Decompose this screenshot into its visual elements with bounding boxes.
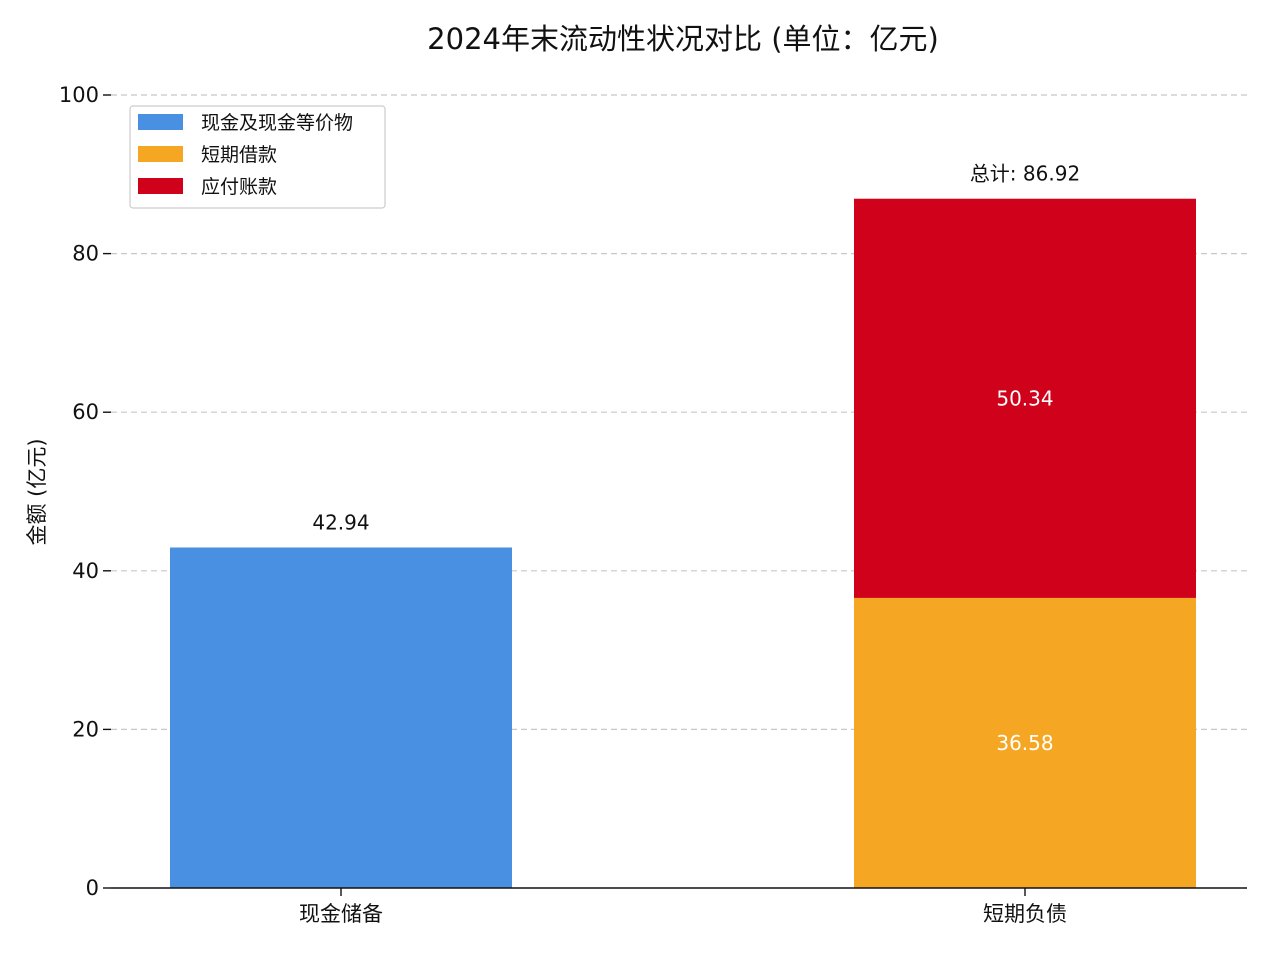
bar-segment bbox=[854, 597, 1196, 888]
y-tick-label: 80 bbox=[72, 242, 99, 266]
y-tick-label: 40 bbox=[72, 559, 99, 583]
legend-frame bbox=[129, 105, 386, 209]
y-tick-label: 0 bbox=[86, 876, 99, 900]
chart-title: 2024年末流动性状况对比 (单位：亿元) bbox=[427, 22, 939, 56]
y-tick-label: 100 bbox=[59, 83, 99, 107]
bar-total-label: 总计: 86.92 bbox=[970, 162, 1080, 186]
x-tick-label: 短期负债 bbox=[983, 902, 1067, 926]
bar-segment bbox=[854, 198, 1196, 598]
labels-layer: 36.58 50.34 42.94 总计: 86.92 bbox=[312, 162, 1080, 755]
bars-layer bbox=[170, 198, 1196, 888]
legend-swatch bbox=[138, 178, 183, 194]
y-tick-label: 20 bbox=[72, 717, 99, 741]
bar-value-label: 50.34 bbox=[996, 386, 1053, 410]
legend-label: 短期借款 bbox=[201, 144, 277, 166]
y-axis-label: 金额 (亿元) bbox=[25, 438, 49, 545]
legend-label: 现金及现金等价物 bbox=[201, 112, 353, 134]
legend-label: 应付账款 bbox=[201, 176, 277, 198]
axes-layer: 0 20 40 60 80 100 现金储备 短期负债 bbox=[59, 83, 1247, 926]
y-tick-label: 60 bbox=[72, 400, 99, 424]
legend-swatch bbox=[138, 114, 183, 130]
bar-total-label: 42.94 bbox=[312, 510, 369, 534]
bar-segment bbox=[170, 547, 512, 888]
legend-swatch bbox=[138, 146, 183, 162]
bar-value-label: 36.58 bbox=[996, 731, 1053, 755]
x-tick-label: 现金储备 bbox=[299, 902, 383, 926]
